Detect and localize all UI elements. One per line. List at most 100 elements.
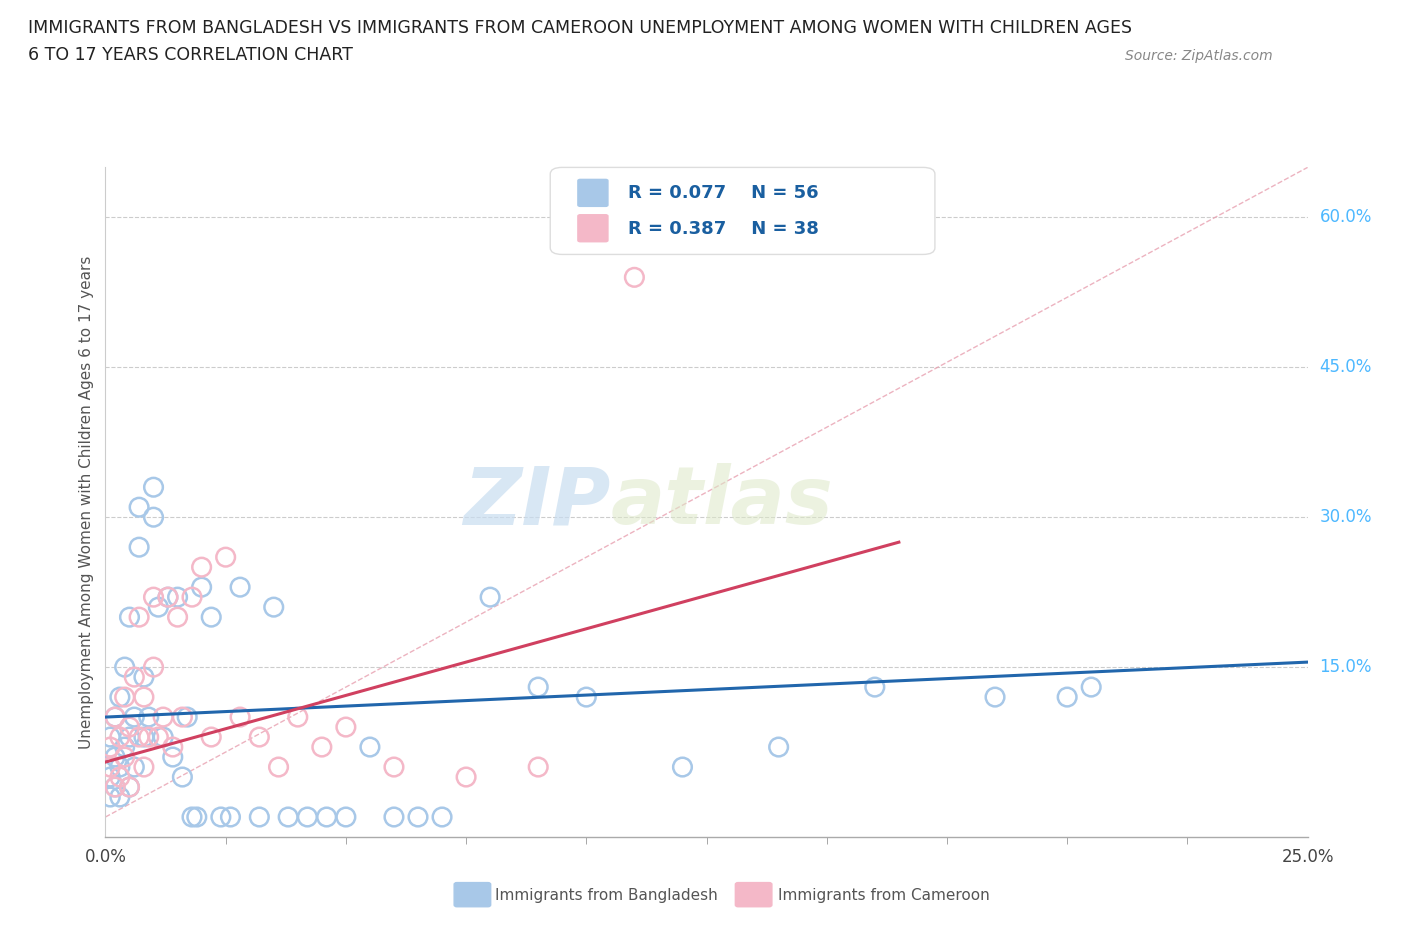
Point	[114, 690, 136, 705]
Point	[108, 760, 131, 775]
Point	[263, 600, 285, 615]
Point	[142, 480, 165, 495]
Point	[98, 739, 121, 754]
Point	[623, 270, 645, 285]
Point	[118, 779, 141, 794]
Point	[104, 710, 127, 724]
Point	[297, 810, 319, 825]
Text: Immigrants from Cameroon: Immigrants from Cameroon	[778, 888, 990, 903]
Point	[132, 760, 155, 775]
Point	[128, 730, 150, 745]
Point	[190, 560, 212, 575]
Point	[863, 680, 886, 695]
Point	[118, 720, 141, 735]
Point	[267, 760, 290, 775]
Point	[98, 760, 121, 775]
Point	[128, 610, 150, 625]
Text: 6 TO 17 YEARS CORRELATION CHART: 6 TO 17 YEARS CORRELATION CHART	[28, 46, 353, 64]
FancyBboxPatch shape	[578, 179, 607, 206]
Point	[162, 739, 184, 754]
Point	[128, 539, 150, 554]
Point	[1080, 680, 1102, 695]
Point	[138, 730, 160, 745]
Point	[209, 810, 232, 825]
Text: ZIP: ZIP	[463, 463, 610, 541]
Point	[166, 610, 188, 625]
Point	[311, 739, 333, 754]
Point	[315, 810, 337, 825]
Point	[382, 810, 405, 825]
Point	[104, 710, 127, 724]
Point	[984, 690, 1007, 705]
Point	[108, 790, 131, 804]
Point	[527, 760, 550, 775]
Point	[98, 790, 121, 804]
FancyBboxPatch shape	[550, 167, 935, 255]
Point	[768, 739, 790, 754]
Point	[247, 730, 270, 745]
Point	[219, 810, 242, 825]
Point	[181, 590, 204, 604]
Point	[454, 770, 477, 785]
Point	[172, 770, 194, 785]
FancyBboxPatch shape	[578, 215, 607, 242]
Point	[335, 720, 357, 735]
Point	[214, 550, 236, 565]
Point	[229, 710, 252, 724]
Point	[124, 670, 146, 684]
Point	[142, 590, 165, 604]
Point	[186, 810, 208, 825]
Point	[142, 659, 165, 674]
Text: R = 0.387    N = 38: R = 0.387 N = 38	[628, 219, 820, 237]
Y-axis label: Unemployment Among Women with Children Ages 6 to 17 years: Unemployment Among Women with Children A…	[79, 256, 94, 749]
Point	[166, 590, 188, 604]
Point	[406, 810, 429, 825]
Point	[152, 710, 174, 724]
Point	[162, 750, 184, 764]
Point	[104, 779, 127, 794]
Point	[181, 810, 204, 825]
Point	[118, 730, 141, 745]
Text: 30.0%: 30.0%	[1320, 508, 1372, 526]
Point	[190, 579, 212, 594]
Point	[104, 779, 127, 794]
Point	[527, 680, 550, 695]
Point	[247, 810, 270, 825]
Point	[156, 590, 179, 604]
Point	[359, 739, 381, 754]
Point	[671, 760, 693, 775]
Point	[430, 810, 453, 825]
Point	[335, 810, 357, 825]
Point	[138, 710, 160, 724]
Point	[148, 600, 170, 615]
Point	[104, 750, 127, 764]
Text: atlas: atlas	[610, 463, 834, 541]
Point	[575, 690, 598, 705]
Point	[108, 690, 131, 705]
Point	[108, 770, 131, 785]
Point	[142, 510, 165, 525]
Point	[1056, 690, 1078, 705]
Point	[114, 750, 136, 764]
Point	[200, 730, 222, 745]
Point	[124, 760, 146, 775]
Point	[132, 690, 155, 705]
Point	[108, 730, 131, 745]
Text: R = 0.077    N = 56: R = 0.077 N = 56	[628, 184, 820, 202]
Point	[172, 710, 194, 724]
Point	[132, 730, 155, 745]
Point	[152, 730, 174, 745]
Text: Source: ZipAtlas.com: Source: ZipAtlas.com	[1125, 49, 1272, 63]
Point	[156, 590, 179, 604]
Text: 60.0%: 60.0%	[1320, 208, 1372, 226]
Point	[98, 770, 121, 785]
Point	[114, 659, 136, 674]
Point	[287, 710, 309, 724]
Point	[98, 730, 121, 745]
Point	[277, 810, 299, 825]
Text: IMMIGRANTS FROM BANGLADESH VS IMMIGRANTS FROM CAMEROON UNEMPLOYMENT AMONG WOMEN : IMMIGRANTS FROM BANGLADESH VS IMMIGRANTS…	[28, 19, 1132, 36]
Point	[124, 710, 146, 724]
Point	[118, 610, 141, 625]
Text: Immigrants from Bangladesh: Immigrants from Bangladesh	[495, 888, 717, 903]
Text: 45.0%: 45.0%	[1320, 358, 1372, 377]
